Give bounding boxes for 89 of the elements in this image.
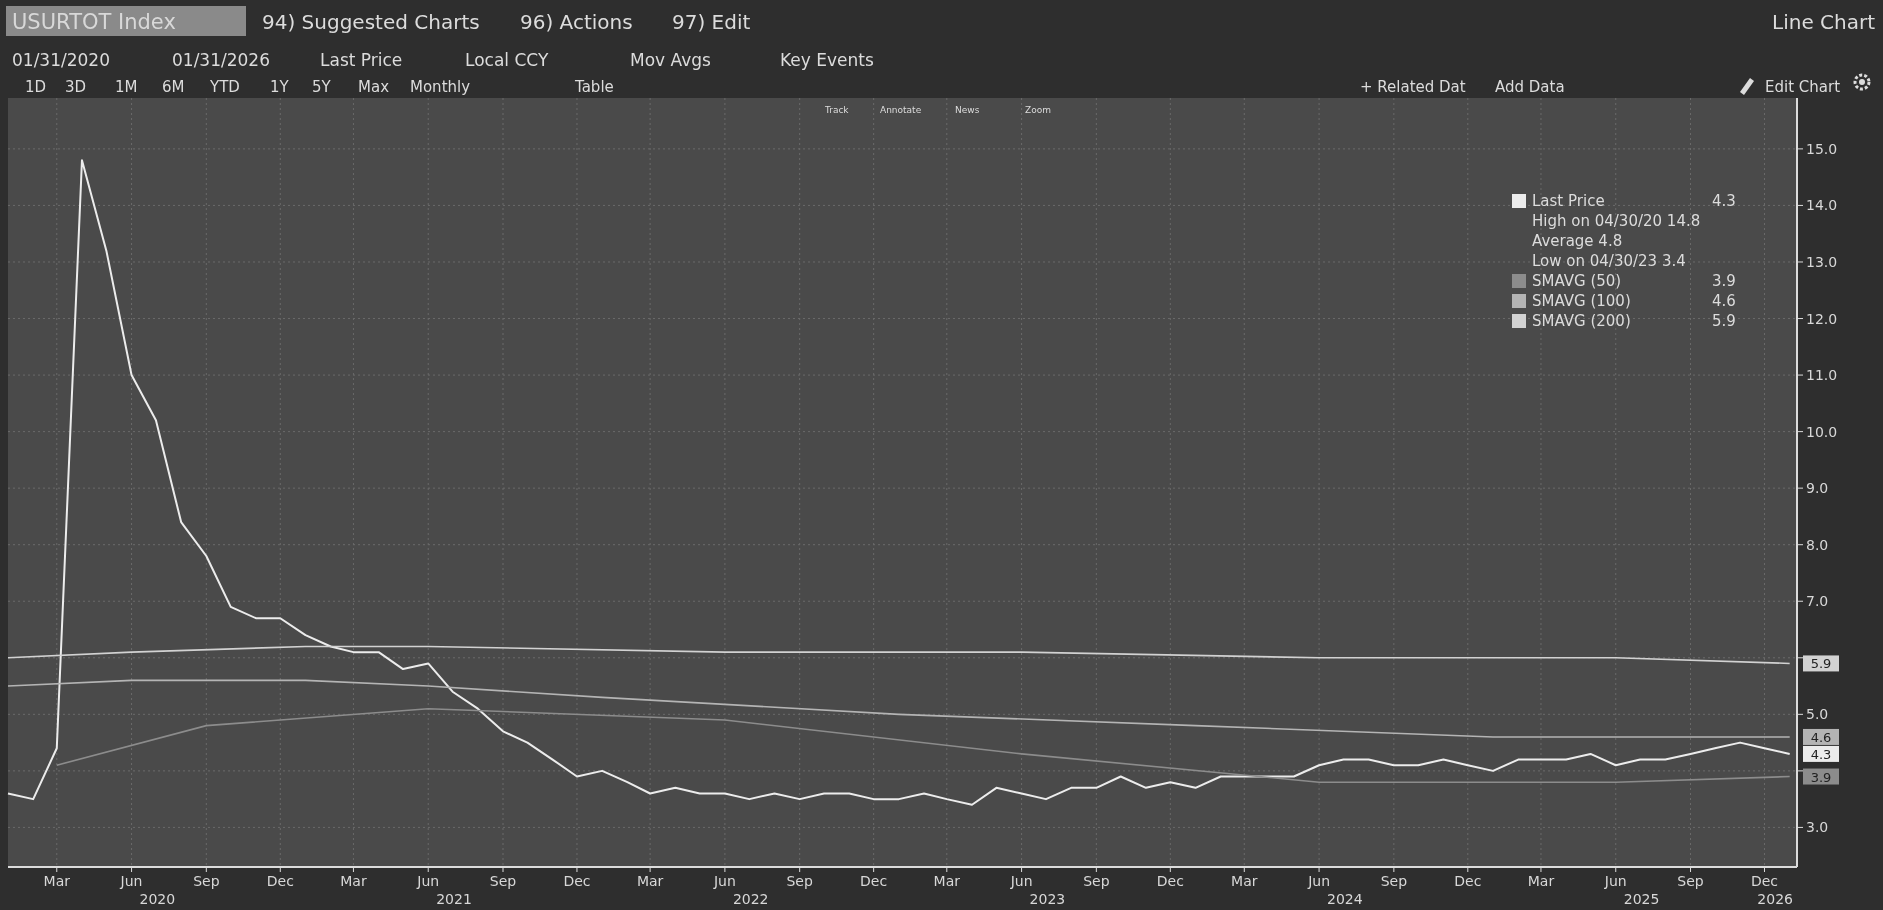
text: YTD: [209, 78, 240, 97]
text: 97) Edit: [672, 10, 751, 34]
annotation: Low on 04/30/23 3.4: [1532, 252, 1686, 270]
text: 2021: [436, 891, 472, 907]
x-tick-label: Mar: [340, 873, 367, 889]
x-tick-label: Jun: [119, 873, 143, 889]
text: 01/31/2026: [172, 49, 270, 70]
x-tick-label: Jun: [1307, 873, 1330, 889]
annotation: High on 04/30/20 14.8: [1532, 212, 1701, 230]
x-tick-label: Sep: [786, 873, 813, 889]
annotation: Track: [824, 105, 850, 116]
text: Local CCY: [465, 49, 549, 70]
x-tick-label: Dec: [1750, 873, 1779, 889]
text: 3.9: [1712, 272, 1736, 290]
y-tick-label: 3.0: [1806, 819, 1829, 836]
x-tick-label: Mar: [933, 873, 961, 889]
text: 1D: [25, 78, 47, 97]
text: + Related Dat: [1360, 78, 1466, 97]
x-tick-label: Sep: [1380, 873, 1408, 889]
text: Key Events: [780, 49, 874, 70]
x-tick-label: Dec: [860, 873, 888, 889]
text: 5.9: [1712, 312, 1736, 330]
x-tick-label: Mar: [636, 873, 664, 889]
x-tick-label: Jun: [416, 873, 440, 889]
legend-label: Last Price: [1532, 192, 1605, 210]
x-tick-label: Sep: [489, 873, 517, 889]
x-tick-label: Jun: [1603, 873, 1627, 889]
line-series: [55, 707, 1791, 783]
x-tick-label: Dec: [1156, 873, 1184, 889]
legend-label: SMAVG (100): [1532, 292, 1631, 310]
y-tick-label: 7.0: [1806, 593, 1829, 610]
y-tick-label: 12.0: [1806, 310, 1838, 327]
text: 01/31/2020: [12, 49, 110, 70]
legend-label: SMAVG (200): [1532, 312, 1631, 330]
text: 94) Suggested Charts: [262, 10, 480, 34]
annotation: Annotate: [880, 105, 922, 116]
text: 2025: [1623, 891, 1660, 907]
y-tick-label: 14.0: [1806, 197, 1838, 214]
text: 2022: [732, 891, 769, 907]
line-series: [7, 159, 1791, 806]
x-tick-label: Dec: [563, 873, 591, 889]
data-label: 5.9: [1810, 656, 1832, 672]
text: Max: [358, 78, 390, 97]
text: 5Y: [312, 78, 332, 97]
x-tick-label: Sep: [193, 873, 220, 889]
text: Line Chart: [1772, 10, 1876, 34]
annotation: News: [955, 105, 980, 116]
text: Edit Chart: [1765, 78, 1841, 97]
text: 2024: [1327, 891, 1363, 907]
text: Monthly: [410, 78, 471, 97]
x-tick-label: Dec: [266, 873, 294, 889]
x-tick-label: Mar: [1527, 873, 1555, 889]
annotation: Average 4.8: [1532, 232, 1623, 250]
x-tick-label: Sep: [1083, 873, 1110, 889]
x-tick-label: Mar: [43, 873, 71, 889]
line-series: [7, 645, 1791, 665]
text: 4.3: [1712, 192, 1736, 210]
data-label: 4.6: [1810, 729, 1832, 745]
text: 96) Actions: [520, 10, 633, 34]
text: 3D: [65, 78, 87, 97]
x-tick-label: Jun: [712, 873, 736, 889]
text: Last Price: [320, 49, 403, 70]
text: 4.6: [1712, 292, 1736, 310]
chart-title: USURTOT Index: [12, 10, 176, 34]
y-tick-label: 13.0: [1806, 253, 1838, 270]
y-tick-label: 11.0: [1806, 367, 1838, 384]
text: Table: [574, 78, 614, 97]
y-tick-label: 8.0: [1806, 536, 1829, 553]
annotation: Zoom: [1025, 105, 1051, 116]
data-label: 4.3: [1810, 746, 1832, 762]
x-tick-label: Mar: [1231, 873, 1258, 889]
text: 2026: [1757, 891, 1794, 907]
text: 2020: [139, 891, 176, 907]
text: 6M: [162, 78, 185, 97]
y-tick-label: 9.0: [1806, 480, 1829, 497]
text: 1M: [115, 78, 138, 97]
y-tick-label: 15.0: [1806, 140, 1838, 157]
y-tick-label: 5.0: [1806, 706, 1829, 723]
x-tick-label: Jun: [1009, 873, 1033, 889]
line-series: [7, 679, 1791, 738]
text: Mov Avgs: [630, 49, 712, 70]
x-tick-label: Dec: [1454, 873, 1482, 889]
y-tick-label: 10.0: [1806, 423, 1838, 440]
text: Add Data: [1495, 78, 1565, 97]
legend-label: SMAVG (50): [1532, 272, 1622, 290]
text: 1Y: [270, 78, 290, 97]
data-label: 3.9: [1810, 769, 1832, 785]
x-tick-label: Sep: [1677, 873, 1704, 889]
text: 2023: [1029, 891, 1066, 907]
